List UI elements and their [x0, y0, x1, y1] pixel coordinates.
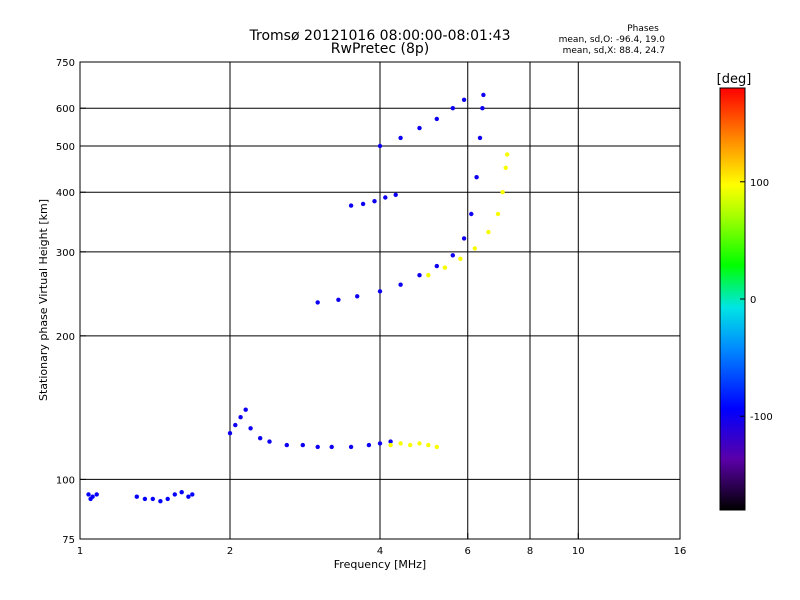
echo-point [179, 490, 184, 495]
y-tick-label: 75 [62, 535, 75, 546]
chart-subtitle: RwPretec (8p) [331, 41, 429, 57]
echo-point [398, 135, 403, 141]
phases-legend-x: mean, sd,X: 88.4, 24.7 [563, 46, 665, 56]
echo-point [238, 415, 243, 420]
colorbar-label: [deg] [717, 72, 752, 87]
echo-point [134, 494, 139, 499]
chart-title: Tromsø 20121016 08:00:00-08:01:43 [249, 28, 511, 44]
echo-point [480, 106, 485, 111]
echo-point [481, 92, 486, 98]
echo-point [398, 441, 403, 446]
echo-point [315, 300, 320, 305]
echo-point [477, 135, 483, 141]
echo-point [393, 192, 398, 197]
echo-point [329, 444, 334, 450]
echo-point [472, 246, 477, 251]
y-tick-label: 400 [56, 188, 75, 199]
colorbar-tick-label: 100 [750, 178, 769, 189]
echo-point [186, 494, 191, 499]
echo-point [315, 444, 320, 450]
echo-point [377, 441, 383, 446]
phases-legend-o: mean, sd,O: -96.4, 19.0 [559, 35, 666, 45]
echo-point [469, 211, 474, 217]
x-axis-label: Frequency [MHz] [334, 558, 426, 571]
x-tick-label: 10 [572, 546, 585, 557]
echo-point [434, 444, 439, 450]
echo-point [165, 496, 170, 502]
y-tick-label: 750 [56, 58, 75, 69]
colorbar-tick-label: -100 [750, 412, 773, 423]
echo-point [377, 143, 383, 149]
echo-point [417, 273, 422, 278]
echo-point [442, 265, 448, 270]
echo-point [336, 297, 341, 302]
colorbar-ticks: 100 0 -100 [740, 178, 773, 423]
echo-point [90, 494, 95, 499]
y-axis-label: Stationary phase Virtual Height [km] [37, 199, 50, 401]
echo-point [503, 165, 508, 170]
y-tick-label: 200 [56, 332, 75, 343]
echo-point [348, 444, 354, 450]
phases-legend-title: Phases [627, 24, 659, 34]
colorbar-tick-label: 0 [750, 295, 756, 306]
y-tick-label: 100 [56, 475, 75, 486]
echo-point [398, 282, 403, 287]
x-tick-label: 4 [377, 546, 383, 557]
echo-point [267, 439, 272, 444]
echo-point [190, 492, 195, 497]
echo-point [486, 229, 491, 235]
echo-point [355, 294, 360, 299]
x-tick-label: 8 [527, 546, 533, 557]
echo-point [258, 436, 263, 441]
echo-point [366, 442, 372, 448]
echo-point [434, 116, 439, 122]
x-axis-ticks: 1 2 4 6 8 10 16 [77, 533, 687, 557]
y-tick-label: 300 [56, 248, 75, 259]
echo-point [505, 152, 510, 157]
data-points [86, 92, 510, 504]
x-tick-label: 1 [77, 546, 83, 557]
echo-point [450, 253, 455, 258]
echo-point [377, 289, 383, 294]
echo-point [474, 175, 479, 180]
echo-point [461, 236, 467, 241]
echo-point [417, 441, 422, 446]
echo-point [227, 431, 233, 436]
y-axis-ticks: 75 100 200 300 400 500 600 750 [56, 58, 86, 546]
echo-point [426, 442, 431, 448]
echo-point [284, 442, 289, 448]
y-tick-label: 500 [56, 142, 75, 153]
y-tick-label: 600 [56, 104, 75, 115]
x-tick-label: 16 [674, 546, 687, 557]
echo-point [408, 442, 413, 448]
echo-point [172, 492, 177, 497]
echo-point [142, 496, 148, 502]
echo-point [86, 492, 91, 497]
echo-point [248, 426, 253, 431]
echo-point [458, 256, 463, 261]
echo-point [426, 273, 431, 278]
echo-point [383, 195, 388, 200]
echo-point [434, 263, 439, 269]
echo-point [461, 97, 467, 103]
echo-point [450, 106, 455, 111]
echo-point [348, 203, 354, 208]
grid-lines [80, 62, 680, 539]
echo-point [495, 211, 501, 217]
x-tick-label: 2 [227, 546, 233, 557]
echo-point [388, 442, 393, 448]
echo-point [243, 407, 248, 412]
echo-point [150, 496, 155, 502]
echo-point [94, 492, 99, 497]
x-tick-label: 6 [465, 546, 471, 557]
echo-point [158, 499, 163, 504]
echo-point [372, 199, 377, 204]
echo-point [500, 190, 505, 195]
echo-point [388, 439, 393, 444]
echo-point [417, 125, 422, 131]
echo-point [360, 201, 366, 207]
echo-point [233, 422, 238, 428]
echo-point [300, 442, 305, 448]
